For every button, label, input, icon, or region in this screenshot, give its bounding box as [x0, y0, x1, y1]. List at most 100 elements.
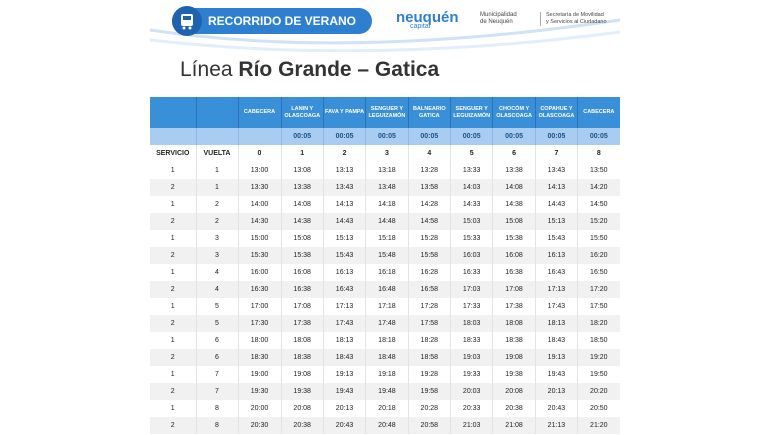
cell: 15:13: [323, 230, 367, 247]
schedule-sheet: RECORRIDO DE VERANO neuquén capital Munic…: [150, 0, 620, 435]
cell: 16:33: [450, 264, 494, 281]
cell: 2: [150, 213, 197, 230]
cell: 00:05: [492, 128, 536, 145]
cell: [150, 128, 197, 145]
timetable: CABECERA LANIN Y OLASCOAGA FAVA Y PAMPA SEN…: [150, 97, 620, 434]
data-row: 1 3 15:00 15:08 15:13 15:18 15:28 15:33 15:38 15:…: [150, 230, 620, 247]
cell: 2: [196, 213, 239, 230]
bus-icon: [172, 6, 202, 36]
cell: [238, 128, 282, 145]
cell: 1: [150, 230, 197, 247]
cell: 19:33: [450, 366, 494, 383]
cell: 17:08: [492, 281, 536, 298]
cell: 2: [150, 247, 197, 264]
cell: 16:38: [492, 264, 536, 281]
cell: 14:38: [492, 196, 536, 213]
data-row: 2 8 20:30 20:38 20:43 20:48 20:58 21:03 21:08 21:…: [150, 417, 620, 434]
cell: 16:13: [535, 247, 579, 264]
cell: [196, 128, 239, 145]
cell: 14:58: [408, 213, 452, 230]
badge: RECORRIDO DE VERANO: [172, 8, 372, 34]
cell: 13:58: [408, 179, 452, 196]
cell: 15:50: [577, 230, 620, 247]
cell: 17:48: [365, 315, 409, 332]
data-row: 1 8 20:00 20:08 20:13 20:18 20:28 20:33 20:38 20:…: [150, 400, 620, 417]
cell: 17:13: [535, 281, 579, 298]
cell: 15:00: [238, 230, 282, 247]
title: Línea Río Grande – Gatica: [180, 58, 439, 82]
cell: 18:38: [281, 349, 324, 366]
muni-line: Municipalidad: [480, 12, 517, 18]
data-row: 1 4 16:00 16:08 16:13 16:18 16:28 16:33 16:38 16:…: [150, 264, 620, 281]
cell: 18:38: [492, 332, 536, 349]
title-route: Río Grande – Gatica: [238, 58, 440, 81]
banner: RECORRIDO DE VERANO neuquén capital Munic…: [150, 0, 620, 52]
title-prefix: Línea: [180, 58, 233, 81]
cell: 19:03: [450, 349, 494, 366]
cell: 20:13: [535, 383, 579, 400]
cell: LANIN Y OLASCOAGA: [281, 97, 324, 128]
cell: 2: [196, 196, 239, 213]
cell: 15:18: [365, 230, 409, 247]
cell: 14:08: [281, 196, 324, 213]
cell: 8: [196, 400, 239, 417]
cell: 00:05: [408, 128, 452, 145]
cell: 14:13: [535, 179, 579, 196]
secretariat: Secretaría de Movilidad y Servicios al Ci…: [540, 12, 607, 26]
cell: 16:48: [365, 281, 409, 298]
cell: 13:38: [281, 179, 324, 196]
cell: 15:20: [577, 213, 620, 230]
cell: 2: [150, 417, 197, 434]
cell: 16:18: [365, 264, 409, 281]
cell: 17:18: [365, 298, 409, 315]
cell: 13:08: [281, 162, 324, 179]
cell: 8: [196, 417, 239, 434]
cell: 19:48: [365, 383, 409, 400]
cell: 15:58: [408, 247, 452, 264]
cell: 16:43: [535, 264, 579, 281]
logo: neuquén capital: [396, 9, 459, 30]
cell: 13:33: [450, 162, 494, 179]
cell: 1: [196, 162, 239, 179]
cell: 19:38: [281, 383, 324, 400]
cell: VUELTA: [196, 145, 239, 162]
cell: 13:50: [577, 162, 620, 179]
cell: 6: [196, 332, 239, 349]
cell: 14:00: [238, 196, 282, 213]
cell: 16:08: [492, 247, 536, 264]
cell: 15:28: [408, 230, 452, 247]
cell: 18:00: [238, 332, 282, 349]
cell: 7: [196, 383, 239, 400]
cell: 19:20: [577, 349, 620, 366]
cell: SENGUER Y LEGUIZAMÓN: [450, 97, 494, 128]
cell: 13:38: [492, 162, 536, 179]
cell: 20:48: [365, 417, 409, 434]
cell: 18:13: [535, 315, 579, 332]
cell: 6: [492, 145, 536, 162]
cell: 5: [450, 145, 494, 162]
cell: 2: [150, 349, 197, 366]
cell: 19:00: [238, 366, 282, 383]
cell: 17:50: [577, 298, 620, 315]
cell: 18:30: [238, 349, 282, 366]
cell: 1: [150, 366, 197, 383]
cell: 17:58: [408, 315, 452, 332]
cell: 19:08: [492, 349, 536, 366]
cell: 3: [196, 247, 239, 264]
cell: 14:43: [323, 213, 367, 230]
cell: 19:30: [238, 383, 282, 400]
cell: 15:08: [492, 213, 536, 230]
cell: 16:13: [323, 264, 367, 281]
cell: 15:13: [535, 213, 579, 230]
cell: 4: [196, 264, 239, 281]
cell: 14:20: [577, 179, 620, 196]
data-row: 2 3 15:30 15:38 15:43 15:48 15:58 16:03 16:08 16:…: [150, 247, 620, 264]
cell: 1: [150, 332, 197, 349]
cell: 15:43: [535, 230, 579, 247]
cell: 13:28: [408, 162, 452, 179]
cell: 20:50: [577, 400, 620, 417]
cell: 0: [238, 145, 282, 162]
cell: 20:43: [323, 417, 367, 434]
cell: 16:43: [323, 281, 367, 298]
